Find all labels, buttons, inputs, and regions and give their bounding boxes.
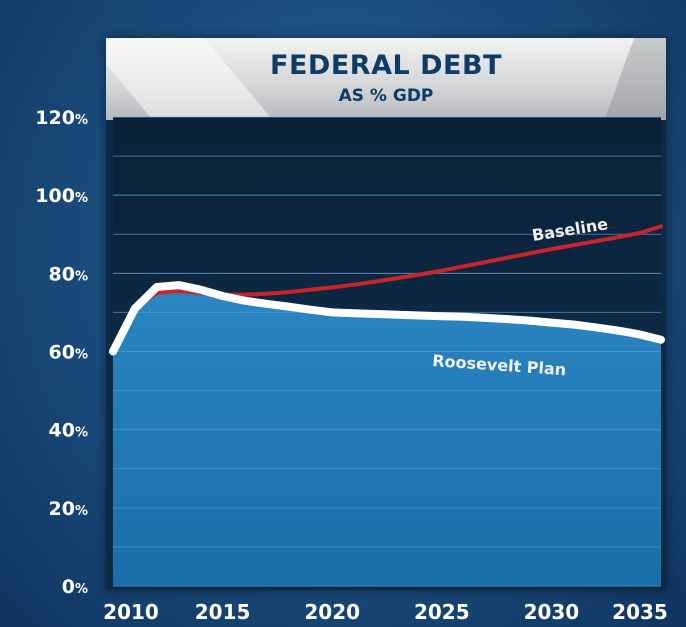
x-tick-label: 2035 bbox=[612, 600, 668, 624]
x-tick-label: 2030 bbox=[524, 600, 580, 624]
minor-grid-lines bbox=[113, 116, 661, 587]
x-axis-ticks: 2010 2015 2020 2025 2030 2035 bbox=[103, 600, 668, 624]
y-tick-label: 40% bbox=[49, 420, 88, 442]
roosevelt-plan-area bbox=[113, 285, 661, 586]
y-tick-label: 80% bbox=[49, 263, 88, 285]
x-tick-label: 2010 bbox=[103, 600, 159, 624]
x-tick-label: 2020 bbox=[304, 600, 360, 624]
y-axis-ticks: 0% 20% 40% 60% 80% 100% 120% bbox=[35, 107, 88, 598]
x-tick-label: 2015 bbox=[195, 600, 251, 624]
chart-subtitle: AS % GDP bbox=[338, 86, 434, 106]
y-tick-label: 60% bbox=[49, 342, 88, 364]
chart-title: FEDERAL DEBT bbox=[270, 50, 502, 81]
roosevelt-plan-series-line bbox=[109, 281, 665, 356]
x-tick-label: 2025 bbox=[414, 600, 470, 624]
y-tick-label: 100% bbox=[35, 185, 88, 207]
y-tick-label: 20% bbox=[49, 498, 88, 520]
chart-header: FEDERAL DEBT AS % GDP bbox=[106, 38, 666, 120]
y-tick-label: 0% bbox=[62, 576, 88, 598]
y-tick-label: 120% bbox=[35, 107, 88, 129]
